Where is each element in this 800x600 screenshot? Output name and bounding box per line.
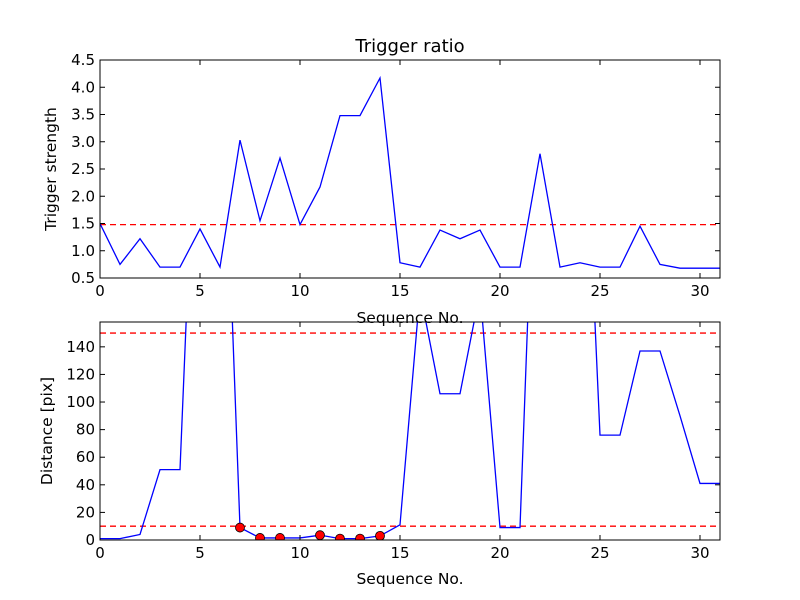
data-point: [355, 533, 365, 540]
x-tick-label: 15: [390, 282, 409, 300]
y-tick-label: 4.5: [71, 51, 95, 69]
data-point: [255, 533, 265, 540]
y-tick-label: 3.5: [71, 106, 95, 124]
x-tick-label: 30: [690, 544, 709, 562]
y-tick-label: 60: [76, 448, 95, 466]
x-tick-label: 5: [195, 282, 205, 300]
x-tick-label: 20: [490, 282, 509, 300]
plot-frame: [99, 321, 721, 541]
data-point: [335, 533, 345, 540]
y-tick-label: 2.0: [71, 187, 95, 205]
data-point: [315, 530, 325, 540]
x-tick-label: 5: [195, 544, 205, 562]
x-axis-label: Sequence No.: [356, 570, 463, 588]
y-tick-label: 0: [85, 531, 95, 549]
y-tick-label: 120: [66, 365, 95, 383]
y-tick-label: 2.5: [71, 160, 95, 178]
y-tick-label: 1.5: [71, 215, 95, 233]
y-tick-label: 100: [66, 393, 95, 411]
y-tick-label: 80: [76, 421, 95, 439]
trigger-ratio-chart: Trigger ratio 0 5 10 15 20 25 30 0.5 1.0 1.5 2.0 2.…: [42, 36, 721, 327]
x-tick-label: 0: [95, 544, 105, 562]
y-tick-label: 3.0: [71, 133, 95, 151]
series-line: [100, 75, 720, 270]
x-axis-label: Sequence No.: [356, 309, 463, 327]
chart-title: Trigger ratio: [354, 36, 464, 57]
x-tick-label: 30: [690, 282, 709, 300]
x-tick-label: 15: [390, 544, 409, 562]
y-axis-label: Trigger strength: [42, 107, 60, 232]
x-tick-label: 25: [590, 282, 609, 300]
x-tick-label: 25: [590, 544, 609, 562]
y-tick-label: 4.0: [71, 78, 95, 96]
distance-chart: 0 5 10 15 20 25 30 0 20 40 60 80 100 120 140 Sequence …: [38, 321, 721, 588]
x-tick-label: 0: [95, 282, 105, 300]
y-tick-label: 1.0: [71, 242, 95, 260]
data-point: [375, 530, 385, 540]
y-tick-label: 40: [76, 476, 95, 494]
y-tick-label: 0.5: [71, 269, 95, 287]
data-point: [275, 533, 285, 540]
y-axis-label: Distance [pix]: [38, 377, 56, 485]
data-point: [235, 522, 245, 533]
x-tick-label: 10: [290, 544, 309, 562]
x-tick-label: 20: [490, 544, 509, 562]
series-line: [100, 322, 720, 540]
x-tick-label: 10: [290, 282, 309, 300]
y-tick-label: 140: [66, 338, 95, 356]
y-tick-label: 20: [76, 503, 95, 521]
